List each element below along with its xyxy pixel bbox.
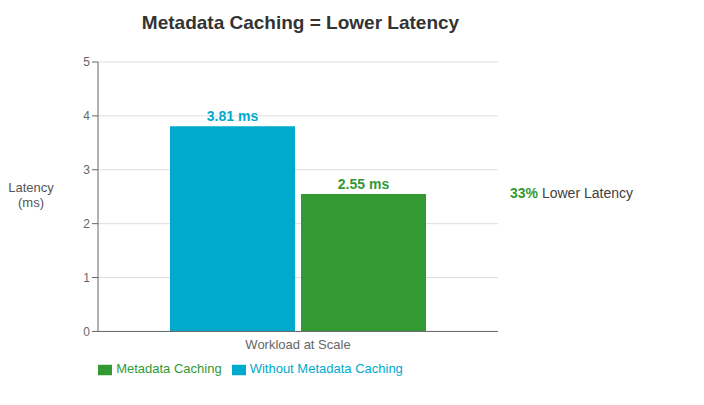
svg-text:4: 4 [83, 109, 90, 123]
html-text:33% Lower Latency: 33% Lower Latency [510, 184, 633, 201]
svg-text:Workload at Scale: Workload at Scale [245, 337, 350, 352]
svg-text:1: 1 [83, 271, 90, 285]
html-text:Without Metadata Caching: Without Metadata Caching [249, 361, 403, 377]
html-text:Metadata Caching: Metadata Caching [116, 361, 222, 377]
svg-text:2.55 ms: 2.55 ms [338, 176, 390, 192]
svg-text:0: 0 [83, 325, 90, 339]
svg-text:3.81 ms: 3.81 ms [207, 108, 259, 124]
svg-text:5: 5 [83, 55, 90, 69]
svg-text:2: 2 [83, 217, 90, 231]
svg-text:Latency(ms): Latency(ms) [8, 181, 54, 211]
html-text:Metadata Caching = Lower Laten: Metadata Caching = Lower Latency [141, 12, 460, 33]
svg-text:3: 3 [83, 163, 90, 177]
